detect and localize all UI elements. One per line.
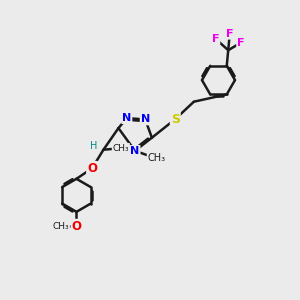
Text: F: F bbox=[237, 38, 244, 48]
Text: H: H bbox=[90, 141, 98, 151]
Text: O: O bbox=[71, 220, 82, 233]
Text: F: F bbox=[212, 34, 219, 44]
Text: O: O bbox=[87, 162, 97, 175]
Text: F: F bbox=[226, 29, 233, 39]
Text: S: S bbox=[171, 112, 180, 126]
Text: N: N bbox=[122, 113, 131, 123]
Text: CH₃: CH₃ bbox=[112, 144, 129, 153]
Text: CH₃: CH₃ bbox=[52, 222, 69, 231]
Text: N: N bbox=[141, 114, 150, 124]
Text: CH₃: CH₃ bbox=[148, 153, 166, 164]
Text: N: N bbox=[130, 146, 140, 156]
